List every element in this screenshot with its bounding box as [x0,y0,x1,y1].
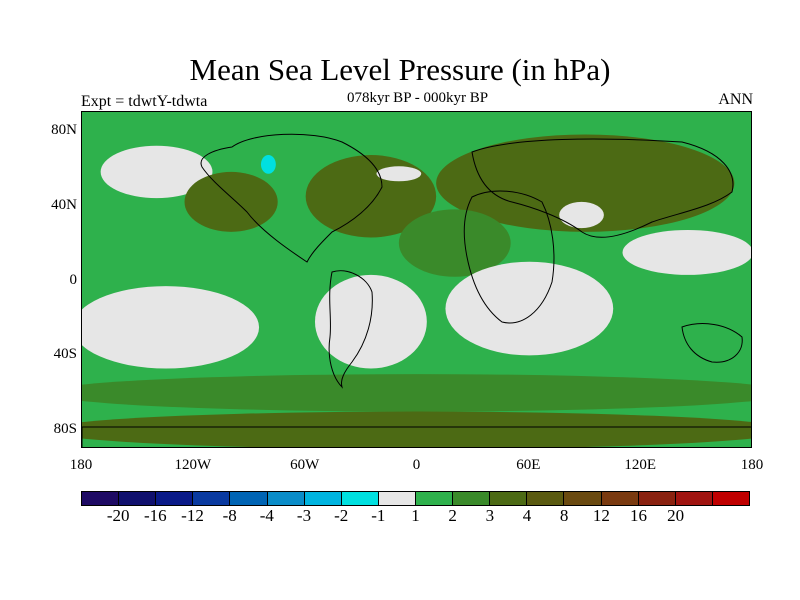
chart-subtitle: 078kyr BP - 000kyr BP [346,90,489,106]
colorbar-label: -12 [181,506,204,525]
lon-tick-label: 120E [624,457,656,473]
map-region-south-atlantic-anomaly [314,274,427,369]
colorbar-box-3 [193,492,231,505]
colorbar-box-5 [267,492,305,505]
map-region-indian-ocean-anomaly [445,261,614,356]
colorbar-label: 3 [485,506,495,525]
lat-tick-label: 40S [53,346,77,363]
colorbar-label: 20 [667,506,685,525]
colorbar-box-13 [564,492,602,505]
coastline-0 [200,133,383,263]
colorbar-label: 1 [411,506,420,525]
map-region-tibet-anomaly [559,201,604,229]
colorbar-box-10 [453,492,491,505]
map-region-antarctica-high [82,411,751,447]
colorbar-box-2 [156,492,194,505]
lon-tick-label: 0 [412,457,421,473]
colorbar-box-7 [341,492,379,505]
lat-tick-label: 80N [51,121,77,138]
coastline-5 [82,426,751,447]
colorbar-label: -16 [143,506,167,525]
map-region-north-pacific-low-anomaly [100,145,213,199]
lat-tick-label: 80S [53,421,77,438]
lat-tick-label: 0 [69,271,78,288]
map-region-north-america-high [184,171,278,232]
colorbar-box-8 [378,492,416,505]
lon-tick-label: 60E [516,457,541,473]
colorbar-box-1 [119,492,157,505]
colorbar-box-17 [712,492,749,505]
colorbar-label: 16 [630,506,647,525]
colorbar-label: 12 [592,506,610,525]
map-panel [81,111,752,448]
lat-tick-label: 40N [51,196,77,213]
experiment-label: Expt = tdwtY-tdwta [81,93,208,110]
colorbar-box-4 [230,492,268,505]
colorbar-label: -3 [296,506,312,525]
map-region-hudson-bay-anomaly [260,155,276,174]
colorbar-box-0 [82,492,120,505]
colorbar-box-11 [490,492,528,505]
colorbar-box-15 [638,492,676,505]
colorbar-box-6 [304,492,342,505]
map-region-north-atlantic-low-anomaly [376,166,422,182]
map-region-africa-positive [398,209,511,277]
colorbar-label: -4 [259,506,274,525]
lon-tick-label: 60W [290,457,320,473]
anomaly-map [82,112,751,447]
coastline-2 [463,190,555,324]
colorbar-box-9 [415,492,454,505]
map-region-southeast-pacific-anomaly [82,286,260,369]
map-region-southern-ocean-band [82,374,751,412]
map-region-west-pacific-anomaly [622,229,751,275]
coastline-4 [681,323,743,363]
season-label: ANN [718,91,753,108]
colorbar-box-14 [601,492,639,505]
colorbar-label: -8 [222,506,237,525]
colorbar-box-16 [675,492,713,505]
coastline-3 [471,138,734,238]
colorbar-label: -2 [334,506,349,525]
colorbar-label: -1 [371,506,386,525]
colorbar [81,491,750,506]
colorbar-label: -20 [106,506,130,525]
colorbar-label: 2 [448,506,457,525]
lon-tick-label: 180 [69,457,93,473]
colorbar-label: 4 [522,506,532,525]
lon-tick-label: 120W [174,457,212,473]
lon-tick-label: 180 [740,457,764,473]
coastline-1 [328,270,373,389]
colorbar-box-12 [527,492,565,505]
colorbar-label: 8 [559,506,569,525]
map-region-eurasia-high [436,134,735,232]
chart-title: Mean Sea Level Pressure (in hPa) [189,52,611,87]
